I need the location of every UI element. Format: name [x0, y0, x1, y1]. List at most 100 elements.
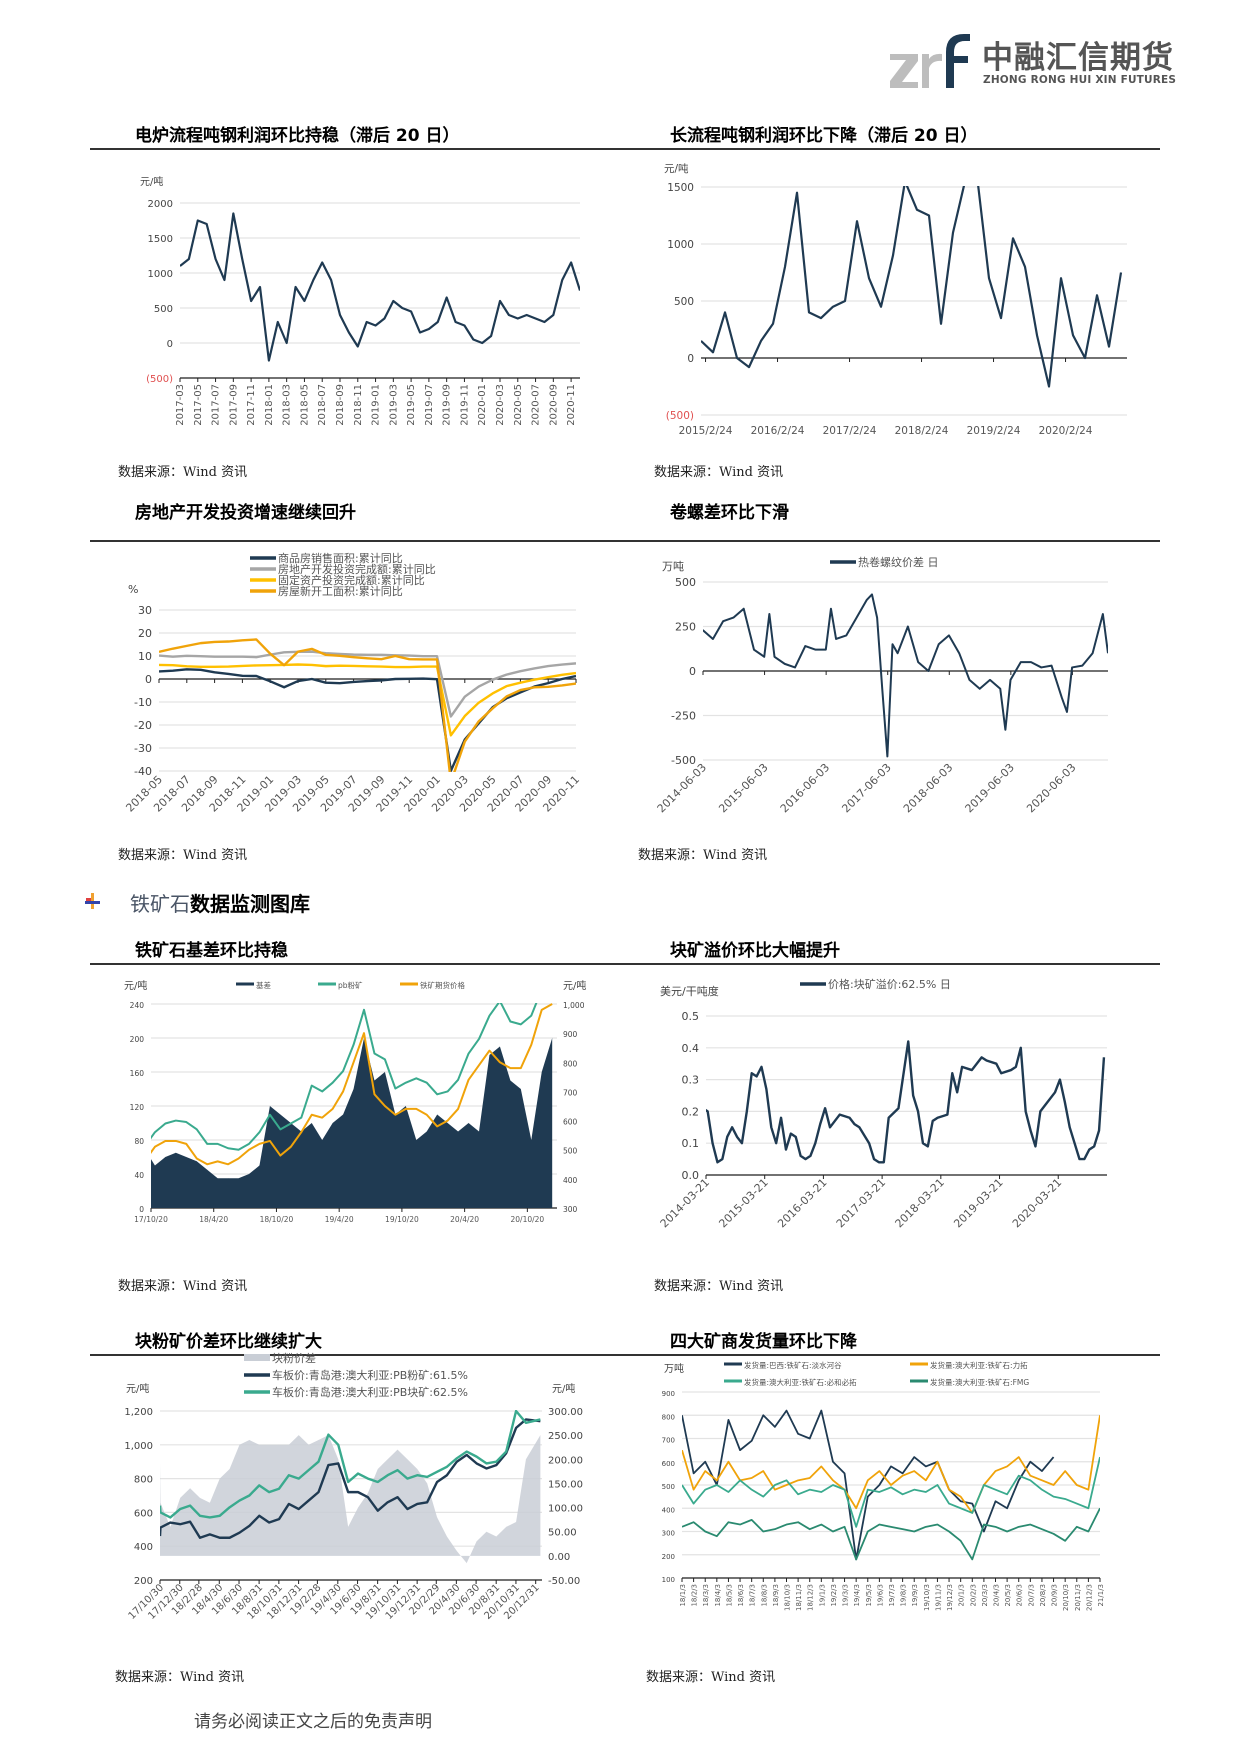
- y-tick-label: 30: [138, 604, 152, 617]
- x-tick-label: 2018-05: [299, 384, 310, 426]
- y-tick-label: 200: [130, 1035, 145, 1044]
- x-tick-label: 19/11/3: [934, 1584, 942, 1611]
- title-divider: [90, 1354, 1160, 1356]
- x-tick-label: 2014-03-21: [658, 1176, 712, 1230]
- y-right-tick-label: 600: [563, 1118, 578, 1127]
- chart-title-lump-premium: 块矿溢价环比大幅提升: [670, 941, 840, 961]
- x-tick-label: 20/4/3: [993, 1584, 1001, 1607]
- chart-title-real-estate: 房地产开发投资增速继续回升: [135, 503, 356, 523]
- x-tick-label: 20/5/3: [1004, 1584, 1012, 1607]
- source-note: 数据来源：Wind 资讯: [654, 465, 784, 480]
- y-right-tick-label: 150.00: [548, 1479, 583, 1490]
- x-tick-label: 19/9/3: [911, 1584, 919, 1607]
- y-tick-label: 600: [134, 1508, 153, 1519]
- y-right-axis-unit: 元/吨: [563, 979, 586, 992]
- logo-chinese-name: 中融汇信期货: [982, 40, 1174, 76]
- chart-8: 900 800 700 600 500 400 300 200 100 万吨 18/1/3 18/2/…: [662, 1360, 1105, 1611]
- x-tick-label: 20/12/3: [1085, 1584, 1093, 1611]
- x-tick-label: 19/4/20: [325, 1215, 354, 1224]
- y-tick-label: 0.2: [682, 1105, 700, 1118]
- chart-3: 3020100-10-20-30-40%2018-052018-072018-0…: [123, 551, 582, 815]
- chart-title-lump-fines-spread: 块粉矿价差环比继续扩大: [135, 1332, 322, 1352]
- x-tick-label: 19/7/3: [888, 1584, 896, 1607]
- chart-title-bof-profit: 长流程吨钢利润环比下降（滞后 20 日）: [670, 126, 978, 146]
- y-right-tick-label: 250.00: [548, 1431, 583, 1442]
- x-tick-label: 2018-01: [264, 384, 275, 426]
- chart-title-eaf-profit: 电炉流程吨钢利润环比持稳（滞后 20 日）: [135, 126, 460, 146]
- y-tick-label: 1500: [667, 182, 694, 194]
- area-series: [160, 1435, 541, 1564]
- y-tick-label: 1000: [148, 269, 173, 280]
- x-tick-label: 2015/2/24: [679, 425, 733, 437]
- y-tick-label: 0: [687, 353, 694, 365]
- y-tick-label: 120: [130, 1103, 145, 1112]
- y-tick-label: 20: [138, 627, 152, 640]
- chart-6: 0.5 0.4 0.3 0.2 0.1 0.0 美元/干吨度 2014-03-21 2015-0…: [658, 977, 1107, 1230]
- y-right-tick-label: 500: [563, 1147, 578, 1156]
- x-tick-label: 18/2/3: [691, 1584, 699, 1607]
- y-tick-label: 700: [662, 1437, 675, 1445]
- x-tick-label: 19/1/3: [818, 1584, 826, 1607]
- x-tick-label: 20/2/3: [969, 1584, 977, 1607]
- x-tick-label: 19/12/3: [946, 1584, 954, 1611]
- source-note: 数据来源：Wind 资讯: [654, 1279, 784, 1294]
- x-tick-label: 2020-07: [531, 384, 542, 426]
- x-tick-label: 2019-03: [388, 384, 399, 426]
- y-tick-label: 1,200: [124, 1407, 153, 1418]
- x-tick-label: 18/3/3: [702, 1584, 710, 1607]
- x-tick-label: 2018-09: [335, 384, 346, 426]
- x-tick-label: 2014-06-03: [655, 761, 709, 815]
- line-series: [682, 1415, 1100, 1514]
- y-right-axis-unit: 元/吨: [552, 1382, 575, 1395]
- x-tick-label: 19/10/20: [385, 1215, 419, 1224]
- y-right-tick-label: 300.00: [548, 1407, 583, 1418]
- x-tick-label: 19/6/3: [876, 1584, 884, 1607]
- y-axis-unit: 元/吨: [124, 979, 147, 992]
- x-tick-label: 2017-05: [193, 384, 204, 426]
- y-tick-label: 200: [134, 1576, 153, 1587]
- y-right-tick-label: 400: [563, 1176, 578, 1185]
- legend-label: 商品房销售面积:累计同比: [278, 551, 403, 565]
- y-tick-label: 0.5: [682, 1010, 700, 1023]
- x-tick-label: 2020-01: [477, 384, 488, 426]
- y-axis-unit: 元/吨: [664, 162, 689, 175]
- source-note: 数据来源：Wind 资讯: [646, 1670, 776, 1685]
- x-tick-label: 2016-06-03: [778, 761, 832, 815]
- y-axis-unit: 万吨: [662, 560, 684, 573]
- x-tick-label: 2018-03-21: [893, 1176, 947, 1230]
- x-tick-label: 2019-01: [371, 384, 382, 426]
- y-tick-label: 400: [662, 1506, 675, 1514]
- y-right-tick-label: 800: [563, 1059, 578, 1068]
- x-tick-label: 20/7/3: [1027, 1584, 1035, 1607]
- logo-english-name: ZHONG RONG HUI XIN FUTURES: [983, 74, 1177, 86]
- title-divider: [90, 540, 1160, 542]
- x-tick-label: 19/5/3: [865, 1584, 873, 1607]
- disclaimer-footer: 请务必阅读正文之后的免责声明: [194, 1712, 432, 1732]
- y-axis-unit: 元/吨: [140, 175, 163, 188]
- x-tick-label: 2018-11: [353, 384, 364, 426]
- x-tick-label: 2017-06-03: [839, 761, 893, 815]
- x-tick-label: 18/4/20: [199, 1215, 228, 1224]
- legend-label: 发货量:澳大利亚:铁矿石:必和必拓: [744, 1377, 857, 1387]
- x-tick-label: 20/8/3: [1039, 1584, 1047, 1607]
- chart-1: 2000 1500 1000 500 0 (500) 元/吨 2017-03 2017-05 20…: [140, 175, 580, 426]
- y-tick-label: 0: [139, 1205, 144, 1214]
- x-tick-label: 18/6/3: [737, 1584, 745, 1607]
- x-tick-label: 17/10/20: [134, 1215, 168, 1224]
- x-tick-label: 18/4/3: [714, 1584, 722, 1607]
- legend-label: 价格:块矿溢价:62.5% 日: [828, 977, 951, 991]
- x-tick-label: 18/9/3: [772, 1584, 780, 1607]
- chart-7: 1,200 1,000 800 600 400 200 300.00 250.00 200.00…: [124, 1351, 583, 1622]
- y-tick-label: (500): [146, 374, 173, 385]
- y-tick-label: 0: [689, 665, 696, 678]
- x-tick-label: 2018/2/24: [895, 425, 949, 437]
- chart-title-hc-rebar-spread: 卷螺差环比下滑: [670, 503, 789, 523]
- x-tick-label: 19/3/3: [842, 1584, 850, 1607]
- y-tick-label: 300: [662, 1530, 675, 1538]
- logo-mark-icon: [890, 34, 970, 88]
- legend-label: 发货量:澳大利亚:铁矿石:FMG: [930, 1377, 1029, 1387]
- x-tick-label: 19/10/3: [923, 1584, 931, 1611]
- y-right-tick-label: 300: [563, 1205, 578, 1214]
- x-tick-label: 2017-03: [175, 384, 186, 426]
